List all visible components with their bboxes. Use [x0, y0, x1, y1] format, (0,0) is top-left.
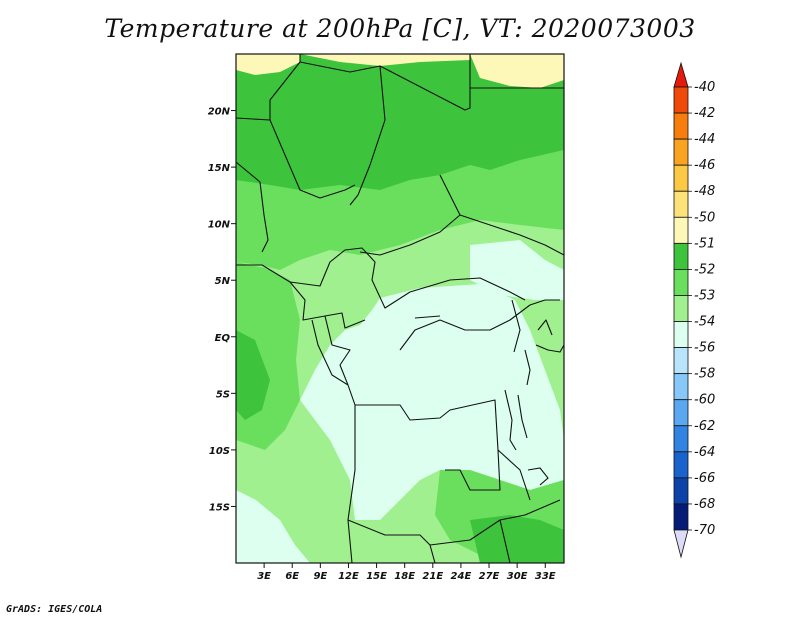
colorbar-label: -42 [694, 106, 715, 121]
border-line [504, 389, 517, 451]
colorbar-arrow-top [673, 61, 689, 88]
colorbar-swatch [673, 164, 689, 192]
border-line [236, 161, 269, 253]
border-line [517, 394, 528, 439]
map-frame [235, 53, 565, 564]
country-borders [236, 54, 564, 563]
colorbar-label: -56 [694, 341, 715, 356]
lon-tick-label: 30E [507, 571, 528, 582]
field-region-yellow-n [300, 54, 470, 66]
colorbar-swatch [673, 86, 689, 114]
lat-tick-label: 5S [216, 389, 230, 400]
field-region-yellow-nw [236, 54, 300, 75]
lat-tick-label: 10N [208, 220, 231, 231]
field-region-cold-sw [236, 490, 310, 563]
colorbar-label: -58 [694, 367, 715, 382]
border-line [269, 119, 356, 199]
colorbar-swatch [673, 112, 689, 140]
border-line [311, 319, 349, 386]
border-line [324, 315, 531, 501]
colorbar-label: -51 [694, 236, 715, 251]
colorbar-swatch [673, 242, 689, 270]
border-line [359, 174, 461, 256]
border-line [429, 544, 436, 563]
colorbar-label: -40 [694, 80, 715, 95]
colorbar-label: -48 [694, 184, 715, 199]
colorbar-swatch [673, 138, 689, 166]
field-region-cold-east [470, 240, 564, 300]
grads-credit: GrADS: IGES/COLA [6, 604, 103, 615]
colorbar-label: -60 [694, 393, 715, 408]
colorbar-arrow-bottom [673, 529, 689, 559]
lon-tick-label: 33E [535, 571, 556, 582]
lon-tick-label: 12E [338, 571, 359, 582]
border-line [236, 54, 301, 121]
border-line [347, 405, 356, 563]
colorbar-label: -70 [694, 523, 715, 538]
border-line [535, 344, 564, 353]
colorbar-label: -66 [694, 471, 715, 486]
lake-mai-ndombe [414, 315, 441, 319]
colorbar-label: -64 [694, 445, 715, 460]
border-line [349, 65, 386, 206]
border-line [499, 519, 511, 563]
border-line [347, 499, 561, 546]
lon-tick-label: 9E [313, 571, 327, 582]
colorbar-swatch [673, 399, 689, 427]
colorbar-label: -53 [694, 288, 715, 303]
lon-tick-label: 21E [422, 571, 443, 582]
temperature-field [236, 54, 564, 563]
colorbar-swatch [673, 321, 689, 348]
border-line [445, 449, 501, 491]
colorbar-swatch [673, 216, 689, 244]
field-region-coast-52 [236, 330, 270, 420]
colorbar-swatch [673, 347, 689, 375]
lake-albert [511, 299, 521, 353]
lon-tick-label: 3E [257, 571, 271, 582]
lat-tick-label: EQ [215, 333, 231, 344]
lat-tick-label: 20N [208, 107, 231, 118]
colorbar-swatch [673, 425, 689, 453]
colorbar-swatch [673, 477, 689, 505]
lon-tick-label: 24E [451, 571, 472, 582]
colorbar-label: -52 [694, 262, 715, 277]
border-line [459, 214, 564, 256]
lat-tick-label: 5N [215, 276, 231, 287]
chart-title: Temperature at 200hPa [C], VT: 202007300… [104, 14, 696, 43]
colorbar-label: -50 [694, 210, 715, 225]
colorbar-swatch [673, 269, 689, 296]
colorbar-swatch [673, 451, 689, 479]
border-line [524, 349, 531, 386]
lat-tick-label: 15N [208, 163, 231, 174]
lon-tick-label: 18E [394, 571, 415, 582]
lat-tick-label: 15S [209, 502, 230, 513]
colorbar-label: -68 [694, 497, 715, 512]
colorbar-label: -46 [694, 158, 715, 173]
colorbar-label: -44 [694, 132, 715, 147]
border-line [299, 54, 471, 111]
border-line [537, 319, 553, 336]
field-region-yellow-ne [470, 54, 564, 88]
colorbar-swatch [673, 373, 689, 401]
lon-tick-label: 15E [366, 571, 387, 582]
lon-tick-label: 27E [479, 571, 500, 582]
border-line [236, 247, 526, 309]
colorbar-label: -54 [694, 315, 715, 330]
lon-tick-label: 6E [285, 571, 299, 582]
colorbar-swatch [673, 503, 689, 531]
colorbar-swatch [673, 190, 689, 218]
field-region-south-52 [470, 515, 564, 563]
colorbar-label: -62 [694, 419, 715, 434]
border-line [399, 299, 560, 351]
lake-malawi [527, 467, 549, 486]
lat-tick-label: 10S [209, 446, 230, 457]
colorbar-swatch [673, 295, 689, 322]
